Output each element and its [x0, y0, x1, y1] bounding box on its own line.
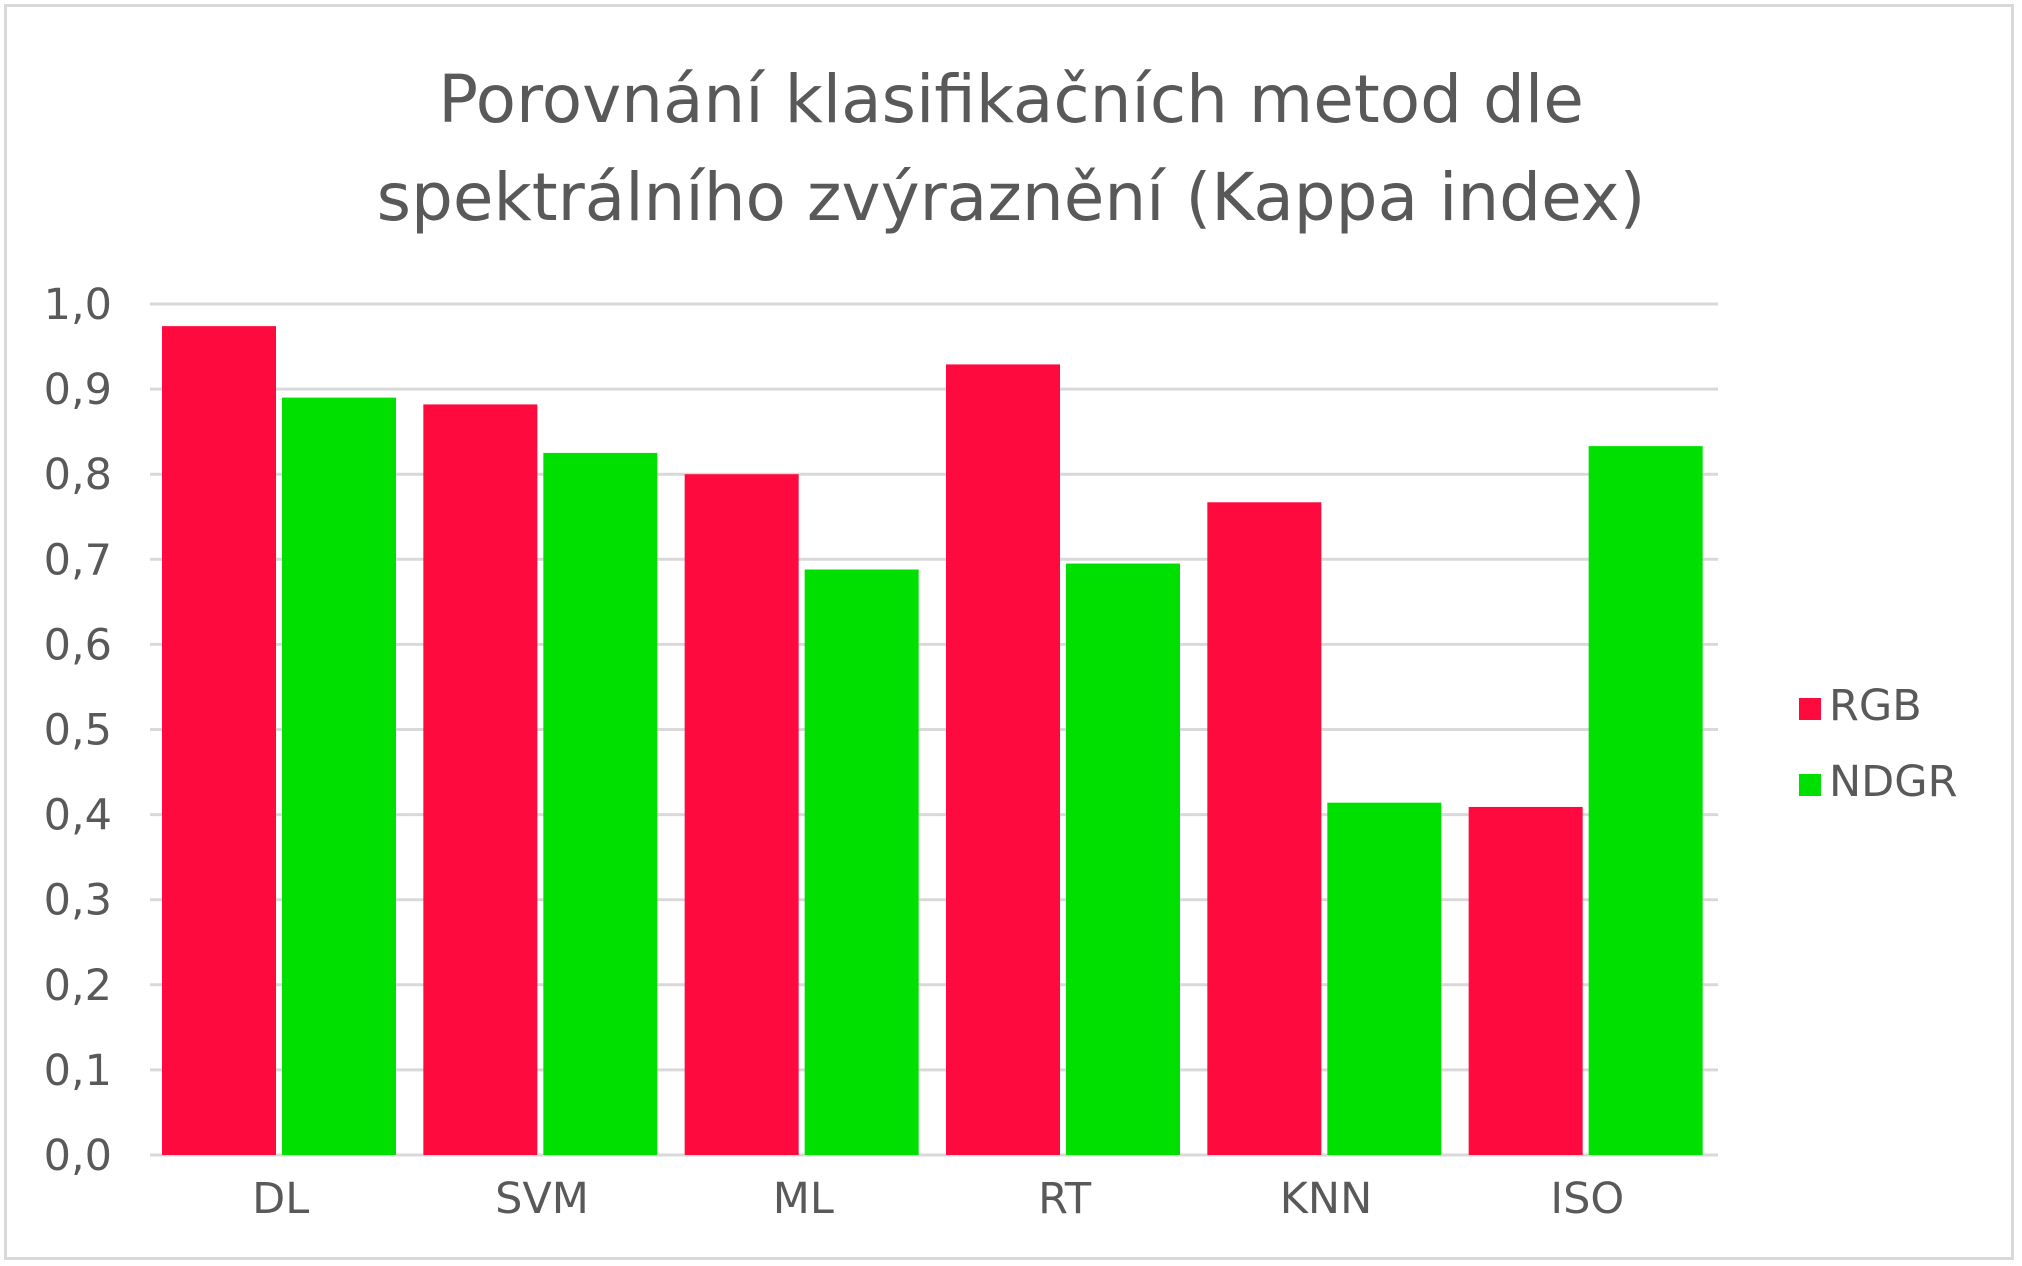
- x-tick-label: KNN: [1280, 1174, 1373, 1224]
- y-tick-label: 0,2: [44, 961, 112, 1011]
- bar-ndgr-rt: [1066, 563, 1180, 1155]
- chart-title: Porovnání klasifikačních metod dle spekt…: [377, 61, 1646, 236]
- y-tick-label: 0,3: [44, 876, 112, 926]
- y-tick-label: 0,0: [44, 1131, 112, 1181]
- x-axis-ticks: DL SVM ML RT KNN ISO: [252, 1174, 1624, 1224]
- bar-ndgr-ml: [804, 569, 919, 1155]
- bar-ndgr-iso: [1588, 446, 1703, 1155]
- bar-ndgr-knn: [1327, 802, 1442, 1155]
- bar-rgb-ml: [684, 474, 799, 1155]
- y-tick-label: 1,0: [44, 280, 112, 330]
- x-tick-label: ISO: [1550, 1174, 1624, 1224]
- y-axis-ticks: 0,0 0,1 0,2 0,3 0,4 0,5 0,6 0,7 0,8 0,9 1,0: [44, 280, 112, 1181]
- gridlines: [150, 302, 1718, 1157]
- legend: RGB NDGR: [1799, 681, 1957, 807]
- bar-rgb-rt: [946, 364, 1060, 1155]
- bar-rgb-dl: [162, 326, 276, 1156]
- chart-title-line-2: spektrálního zvýraznění (Kappa index): [377, 159, 1646, 236]
- legend-label-ndgr: NDGR: [1829, 757, 1957, 807]
- legend-label-rgb: RGB: [1829, 681, 1922, 731]
- bar-rgb-svm: [423, 404, 538, 1156]
- y-tick-label: 0,6: [44, 620, 112, 670]
- y-tick-label: 0,4: [44, 791, 112, 841]
- legend-swatch-ndgr: [1799, 774, 1821, 796]
- bars: [162, 326, 1703, 1156]
- x-tick-label: ML: [773, 1174, 834, 1224]
- y-tick-label: 0,1: [44, 1046, 112, 1096]
- y-tick-label: 0,5: [44, 706, 112, 756]
- legend-swatch-rgb: [1799, 698, 1821, 720]
- chart-title-line-1: Porovnání klasifikačních metod dle: [438, 61, 1584, 138]
- bar-ndgr-svm: [543, 452, 658, 1155]
- y-tick-label: 0,9: [44, 365, 112, 415]
- bar-rgb-knn: [1207, 502, 1322, 1156]
- x-tick-label: DL: [252, 1174, 309, 1224]
- x-tick-label: RT: [1038, 1174, 1092, 1224]
- x-tick-label: SVM: [495, 1174, 589, 1224]
- bar-rgb-iso: [1468, 806, 1583, 1155]
- y-tick-label: 0,7: [44, 535, 112, 585]
- bar-ndgr-dl: [282, 397, 396, 1155]
- y-tick-label: 0,8: [44, 450, 112, 500]
